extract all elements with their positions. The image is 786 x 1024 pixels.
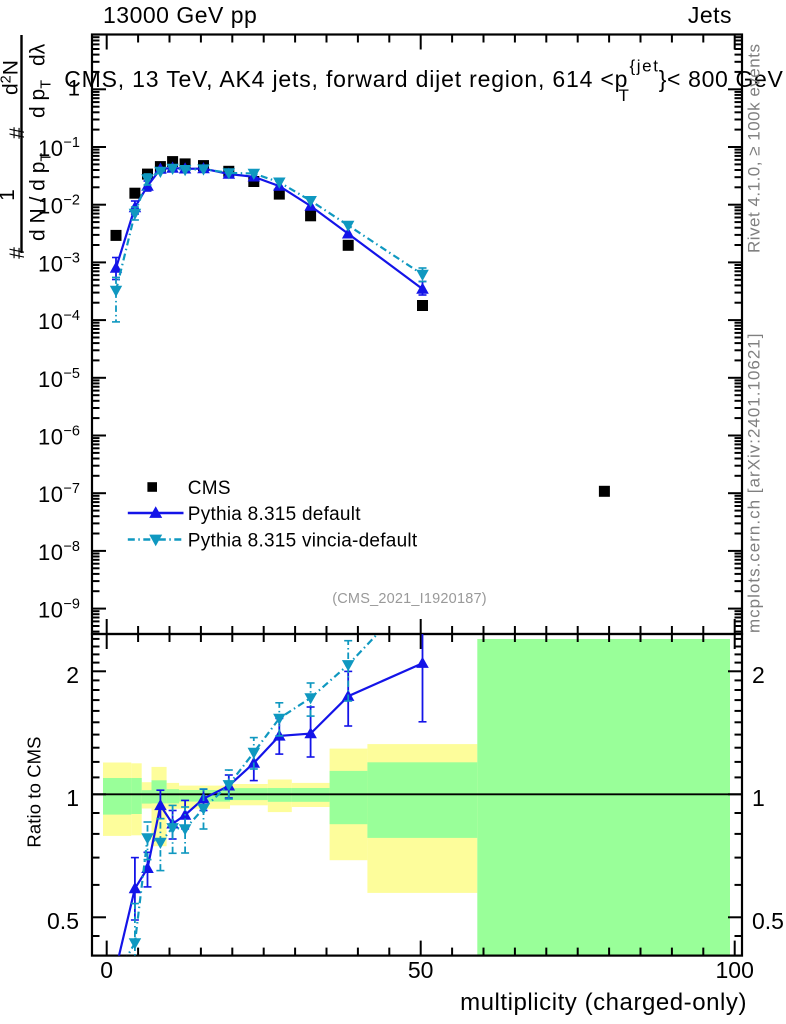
svg-text:}< 800 GeV: }< 800 GeV (659, 66, 784, 92)
svg-text:Jets: Jets (688, 2, 732, 28)
svg-text:1: 1 (66, 785, 79, 811)
svg-text:10−3: 10−3 (38, 250, 80, 276)
svg-text:Pythia 8.315 default: Pythia 8.315 default (188, 504, 361, 525)
svg-text:Pythia 8.315 vincia-default: Pythia 8.315 vincia-default (188, 531, 418, 552)
svg-text:d2N: d2N (0, 60, 23, 95)
svg-text:0.5: 0.5 (47, 908, 79, 934)
svg-text:0.5: 0.5 (752, 908, 784, 934)
svg-text:1: 1 (0, 189, 19, 201)
svg-text:CMS: CMS (188, 478, 231, 499)
svg-text:2: 2 (752, 662, 765, 688)
svg-text:100: 100 (716, 957, 754, 983)
svg-text:CMS, 13 TeV, AK4 jets, forward: CMS, 13 TeV, AK4 jets, forward dijet reg… (64, 66, 628, 92)
svg-text:multiplicity (charged-only): multiplicity (charged-only) (460, 989, 747, 1016)
svg-text:#: # (6, 247, 29, 259)
svg-text:#: # (6, 127, 29, 139)
svg-text:(CMS_2021_I1920187): (CMS_2021_I1920187) (332, 591, 487, 607)
svg-text:Rivet 4.1.0, ≥ 100k events: Rivet 4.1.0, ≥ 100k events (745, 44, 764, 253)
svg-text:mcplots.cern.ch [arXiv:2401.10: mcplots.cern.ch [arXiv:2401.10621] (745, 333, 764, 633)
svg-text:Ratio to CMS: Ratio to CMS (24, 736, 45, 847)
svg-text:{jet: {jet (630, 57, 660, 76)
svg-text:13000 GeV pp: 13000 GeV pp (103, 2, 257, 28)
svg-text:50: 50 (408, 957, 434, 983)
svg-text:1: 1 (68, 75, 80, 100)
svg-text:0: 0 (100, 957, 113, 983)
svg-text:T: T (619, 86, 629, 105)
svg-text:2: 2 (66, 662, 79, 688)
svg-text:1: 1 (752, 785, 765, 811)
